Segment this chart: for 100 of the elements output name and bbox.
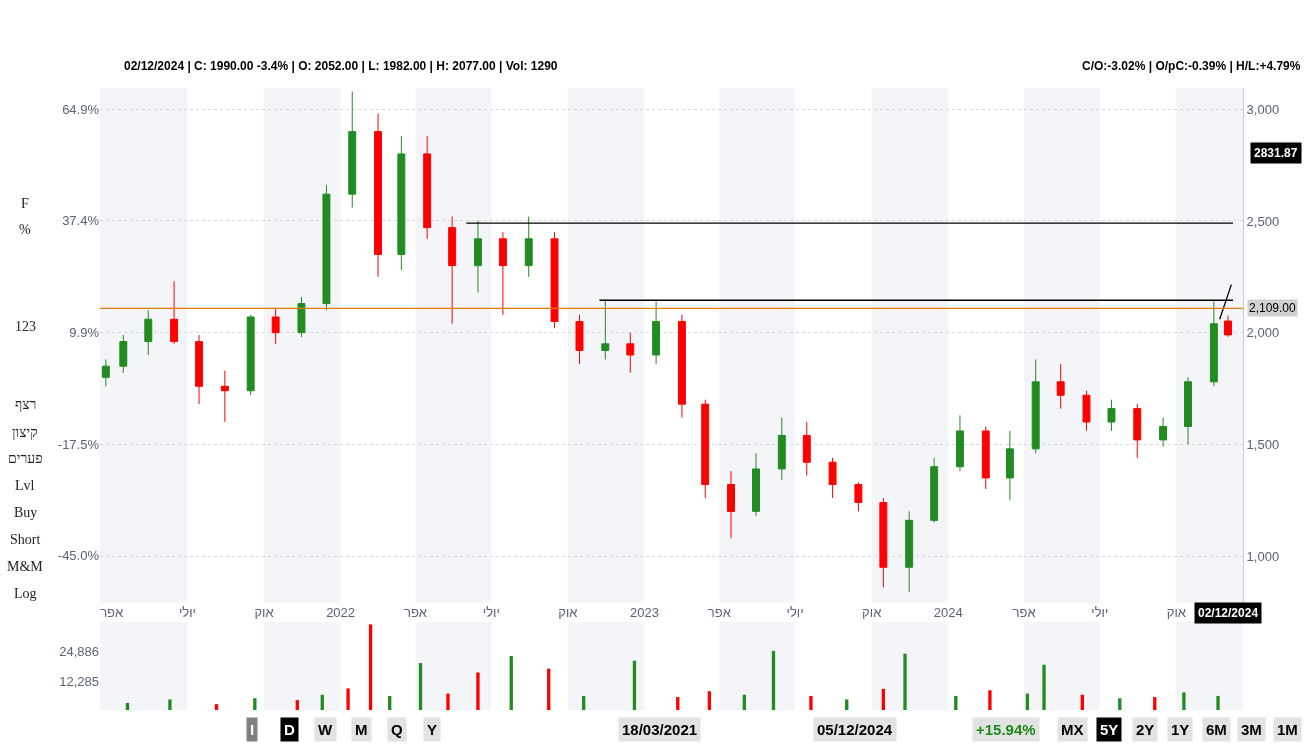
bar [1118, 698, 1122, 710]
candlestick [1056, 363, 1065, 410]
text: 2Y [1136, 721, 1155, 738]
y-tick-label: 1,500 [1246, 436, 1280, 452]
candlestick [981, 425, 990, 490]
bar [632, 660, 637, 710]
x-tick-label: 2024 [933, 605, 963, 620]
x-tick-label: אוק [1166, 605, 1187, 620]
x-tick-label: אוק [862, 605, 882, 620]
bar [368, 624, 373, 710]
candlestick [677, 314, 686, 419]
text: רצף [15, 397, 37, 412]
candlestick [119, 334, 128, 374]
text: 123 [15, 319, 36, 334]
text: פערים [8, 451, 43, 466]
candlestick [473, 220, 482, 293]
candlestick [905, 510, 914, 593]
text: Short [10, 532, 41, 547]
text: M&M [7, 559, 44, 574]
text: 02/12/2024 [1198, 606, 1259, 620]
text: MX [1061, 721, 1084, 738]
bar [809, 695, 813, 710]
y2-tick-label: 64.9% [62, 101, 100, 117]
text: 5Y [1100, 721, 1119, 738]
bar [1042, 664, 1046, 710]
text: Lvl [15, 478, 35, 493]
candlestick [1005, 430, 1014, 501]
x-tick-label: אפר [1012, 605, 1036, 620]
candlestick [374, 113, 383, 278]
text: 18/03/2021 [622, 721, 698, 738]
bar [707, 691, 712, 710]
x-tick-label: יולי [482, 605, 500, 620]
bar [295, 700, 299, 710]
candlestick [854, 481, 863, 512]
y-tick-label: 24,886 [59, 644, 99, 660]
text: Log [14, 586, 37, 601]
candlestick [144, 309, 153, 356]
x-tick-label: 2022 [326, 605, 356, 620]
bar [771, 650, 776, 710]
candlestick [575, 314, 584, 365]
text: 1Y [1171, 721, 1190, 738]
y-tick-label: 1,000 [1246, 548, 1280, 564]
text: 02/12/2024 | C: 1990.00 -3.4% | O: 2052.00 | L: 1982.00 | H: 2077.00 | Vol: 1290 [124, 59, 558, 73]
bar [845, 699, 849, 710]
text: Q [391, 721, 403, 738]
candlestick [752, 452, 760, 517]
text: +15.94% [976, 721, 1036, 738]
ref-line-label: 2,109.00 [1249, 301, 1297, 315]
candlestick [397, 135, 406, 271]
x-tick-label: אוק [558, 605, 578, 620]
candlestick [879, 497, 888, 588]
y-tick-label: 2,500 [1246, 213, 1280, 229]
x-tick-label: יולי [178, 605, 196, 620]
bar [676, 697, 680, 710]
text: I [250, 721, 255, 738]
candlestick [1107, 399, 1116, 432]
bar [253, 698, 257, 710]
candlestick [1209, 300, 1218, 387]
x-tick-label: אוק [254, 605, 274, 620]
x-tick-label: 2023 [629, 605, 659, 620]
bar [418, 663, 423, 710]
text: C/O:-3.02% | O/pC:-0.39% | H/L:+4.79% [1082, 59, 1301, 73]
candlestick [1082, 390, 1091, 432]
candlestick [297, 296, 306, 338]
text: 1M [1277, 721, 1298, 738]
text: D [284, 721, 295, 738]
y2-tick-label: 9.9% [69, 325, 100, 341]
y2-tick-label: -45.0% [57, 548, 100, 564]
bar [346, 688, 350, 710]
candlestick [1184, 376, 1193, 445]
bar [881, 688, 886, 710]
y-tick-label: 3,000 [1246, 101, 1280, 117]
text: M [355, 721, 368, 738]
text: Y [427, 721, 438, 738]
candlestick [1031, 358, 1040, 454]
candlestick [195, 334, 204, 405]
candlestick [271, 307, 280, 345]
bar [476, 672, 480, 710]
candlestick [802, 421, 811, 477]
y-tick-label: 2,000 [1246, 325, 1280, 341]
candlestick [955, 414, 964, 472]
candlestick [101, 358, 110, 387]
bar [125, 702, 130, 710]
candlestick [448, 215, 457, 325]
bar [1182, 692, 1186, 710]
bar [988, 690, 992, 710]
candlestick [170, 280, 179, 345]
candlestick [930, 457, 939, 524]
y2-tick-label: 37.4% [62, 213, 100, 229]
bar [903, 653, 907, 710]
text: 05/12/2024 [817, 721, 893, 738]
text: F [21, 196, 29, 211]
candlestick [1159, 417, 1168, 448]
x-tick-label: אפר [707, 605, 731, 620]
bar [1153, 697, 1157, 710]
candlestick [1224, 314, 1232, 338]
candlestick [626, 332, 635, 374]
candlestick [498, 231, 507, 316]
y-tick-label: 12,285 [59, 673, 99, 689]
candlestick [1133, 403, 1142, 459]
